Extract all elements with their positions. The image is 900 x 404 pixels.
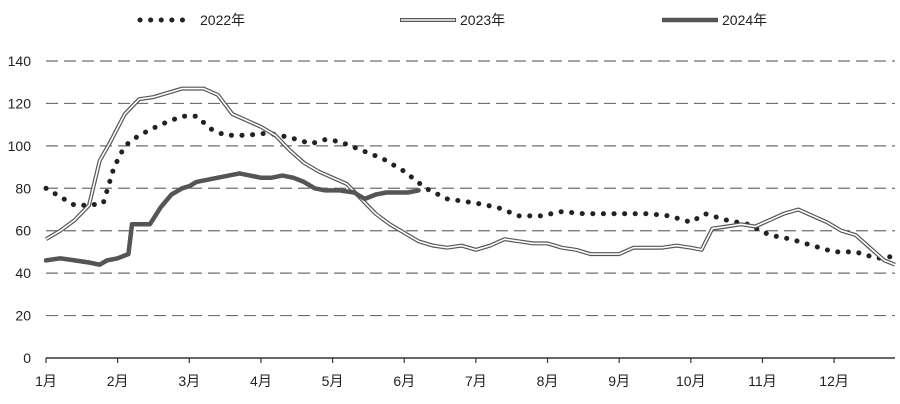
legend-item: 2024年 <box>662 12 767 28</box>
y-tick-label: 100 <box>8 138 32 154</box>
x-tick-label: 7月 <box>465 373 487 389</box>
y-axis: 0 20 40 60 80 100 120 140 <box>8 53 32 366</box>
series-lines <box>43 86 898 267</box>
y-tick-label: 20 <box>15 308 31 324</box>
legend-label: 2023年 <box>460 12 505 28</box>
series-0 <box>43 113 898 261</box>
x-tick-label: 12月 <box>819 373 849 389</box>
y-tick-label: 80 <box>15 180 31 196</box>
series-2 <box>43 171 421 267</box>
series-line-2024 <box>43 171 421 267</box>
legend-label: 2024年 <box>722 12 767 28</box>
y-tick-label: 120 <box>8 95 32 111</box>
x-tick-label: 1月 <box>35 373 57 389</box>
x-tick-label: 2月 <box>107 373 129 389</box>
y-tick-label: 140 <box>8 53 32 69</box>
series-line-2022 <box>43 113 898 261</box>
legend-item: 2022年 <box>137 12 245 28</box>
x-tick-label: 5月 <box>322 373 344 389</box>
series-line-2023-outer <box>44 86 896 267</box>
x-tick-label: 9月 <box>608 373 630 389</box>
x-tick-label: 3月 <box>178 373 200 389</box>
series-1 <box>44 86 896 267</box>
y-tick-label: 60 <box>15 223 31 239</box>
legend-label: 2022年 <box>200 12 245 28</box>
legend-item: 2023年 <box>400 12 505 28</box>
x-axis: 1月 2月 3月 4月 5月 6月 7月 8月 9月 10月 11月 12月 <box>35 357 895 389</box>
legend: 2022年 2023年 2024年 <box>137 12 767 28</box>
x-tick-label: 10月 <box>676 373 706 389</box>
y-tick-label: 40 <box>15 265 31 281</box>
gridlines <box>46 60 895 317</box>
x-tick-label: 11月 <box>748 373 777 389</box>
x-tick-label: 4月 <box>250 373 272 389</box>
series-line-2023-inner <box>45 87 896 266</box>
x-tick-label: 6月 <box>393 373 415 389</box>
y-tick-label: 0 <box>23 350 31 366</box>
x-tick-label: 8月 <box>537 373 559 389</box>
